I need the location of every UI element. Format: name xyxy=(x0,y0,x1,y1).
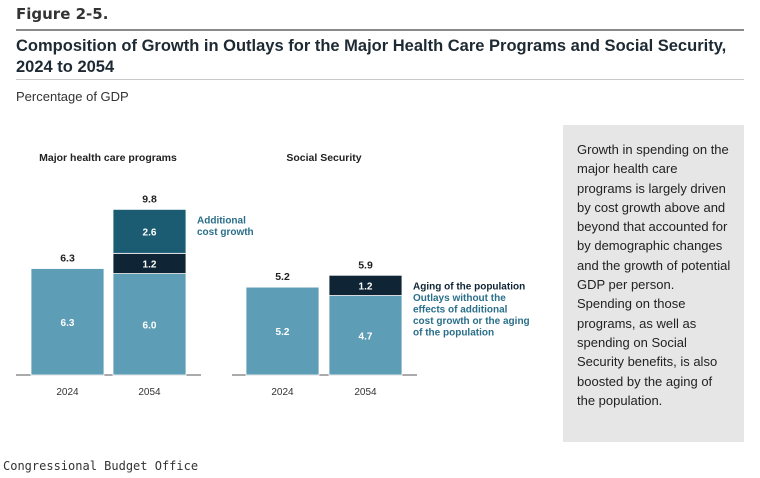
annotation-aging: Aging of the population xyxy=(413,281,525,292)
segment-label: 6.0 xyxy=(143,320,157,331)
annotation-cost-growth: Additional cost growth xyxy=(197,215,254,238)
segment-label: 6.3 xyxy=(61,318,75,329)
stacked-bar-chart: Major health care programs 6.3 6.3 2024 6.0 1… xyxy=(16,152,530,398)
bar-segment xyxy=(30,268,105,376)
category-label: 2054 xyxy=(138,387,161,398)
bar-segment xyxy=(245,286,320,376)
bar-segment xyxy=(112,208,187,254)
segment-label: 1.2 xyxy=(143,259,157,270)
segment-label: 4.7 xyxy=(359,331,373,342)
top-rule xyxy=(16,29,744,31)
total-label: 9.8 xyxy=(142,193,157,205)
total-label: 6.3 xyxy=(60,253,75,265)
segment-label: 5.2 xyxy=(276,327,290,338)
category-label: 2054 xyxy=(354,387,377,398)
explanation-box: Growth in spending on the major health c… xyxy=(563,125,744,442)
figure-subtitle: Percentage of GDP xyxy=(16,89,129,104)
category-label: 2024 xyxy=(56,387,79,398)
bar-segment xyxy=(328,274,403,296)
segment-label: 1.2 xyxy=(359,281,373,292)
panel-title: Major health care programs xyxy=(39,152,177,164)
total-label: 5.2 xyxy=(275,271,290,283)
bar-segment xyxy=(112,273,187,376)
figure-title: Composition of Growth in Outlays for the… xyxy=(16,37,727,76)
title-rule xyxy=(16,79,744,80)
panel-title: Social Security xyxy=(286,152,361,164)
category-label: 2024 xyxy=(271,387,294,398)
total-label: 5.9 xyxy=(358,259,373,271)
source-credit: Congressional Budget Office xyxy=(3,459,199,473)
annotation-baseline-outlays: Outlays without the effects of additional… xyxy=(413,293,530,339)
figure-label: Figure 2-5. xyxy=(16,5,109,23)
segment-label: 2.6 xyxy=(143,227,157,238)
